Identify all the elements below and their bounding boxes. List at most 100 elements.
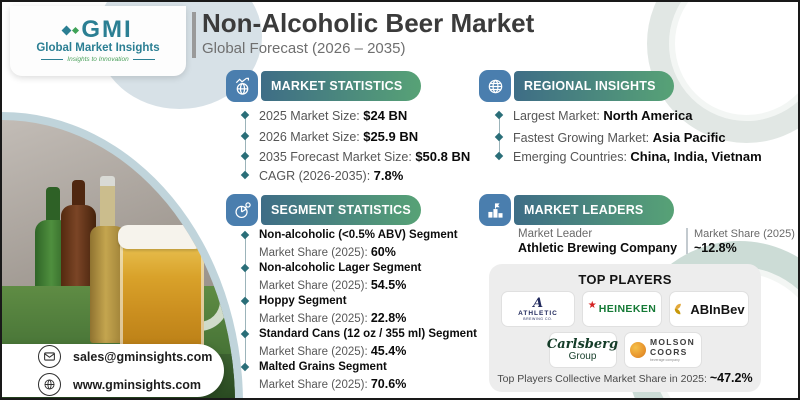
segment-share-value: 22.8% (370, 310, 407, 325)
beer-foam (118, 225, 204, 249)
bullet-diamond (240, 362, 250, 372)
abinbev-leaf-icon (675, 303, 682, 315)
segment-name: Non-alcoholic Lager Segment (259, 262, 422, 274)
bottle-neck (72, 180, 85, 208)
contact-email-row[interactable]: sales@gminsights.com (38, 345, 224, 368)
region-item: Emerging Countries: China, India, Vietna… (513, 149, 762, 164)
segment-name: Malted Grains Segment (259, 361, 387, 373)
globe-chart-icon (226, 70, 258, 102)
contact-website[interactable]: www.gminsights.com (73, 377, 202, 392)
carlsberg-subtext: Group (568, 351, 597, 362)
segment-name: Standard Cans (12 oz / 355 ml) Segment (259, 328, 477, 340)
gmi-tagline-row: Insights to Innovation (41, 56, 155, 63)
region-label: Fastest Growing Market: (513, 131, 653, 145)
segment-item: Hoppy Segment Market Share (2025): 22.8% (259, 293, 406, 327)
globe-icon (479, 70, 511, 102)
region-label: Largest Market: (513, 109, 604, 123)
bullet-diamond (240, 151, 250, 161)
gmi-diamond-icon (72, 26, 80, 34)
segment-share-value: 45.4% (370, 343, 407, 358)
stat-item: 2035 Forecast Market Size: $50.8 BN (259, 149, 470, 164)
region-value: Asia Pacific (652, 130, 726, 145)
bullet-diamond (240, 296, 250, 306)
region-item: Largest Market: North America (513, 108, 692, 123)
bottle-body (90, 226, 125, 343)
page-title: Non-Alcoholic Beer Market (202, 8, 535, 38)
bullet-diamond (240, 263, 250, 273)
segment-statistics-header: SEGMENT STATISTICS (226, 194, 421, 226)
stat-label: 2035 Forecast Market Size: (259, 150, 416, 164)
top-players-row: Carlsberg Group MOLSON COORS beverage co… (489, 332, 761, 368)
region-item: Fastest Growing Market: Asia Pacific (513, 130, 726, 145)
segment-item: Non-alcoholic (<0.5% ABV) Segment Market… (259, 227, 458, 261)
abinbev-logo: ABInBev (669, 291, 749, 327)
market-share-value: ~12.8% (694, 241, 737, 255)
stat-label: 2026 Market Size: (259, 130, 364, 144)
athletic-subtext: BREWING CO. (523, 317, 553, 321)
stat-label: CAGR (2026-2035): (259, 169, 374, 183)
segment-item: Non-alcoholic Lager Segment Market Share… (259, 260, 421, 294)
stat-value: $24 BN (363, 108, 408, 123)
page-subtitle: Global Forecast (2026 – 2035) (202, 40, 406, 57)
bottle-cap (100, 176, 115, 189)
segment-share-label: Market Share (2025): (259, 279, 371, 292)
top-players-row: A ATHLETIC BREWING CO. ★ HEINEKEN ABInBe… (489, 291, 761, 327)
bottle-neck (46, 187, 60, 225)
bullet-diamond (240, 230, 250, 240)
region-label: Emerging Countries: (513, 150, 631, 164)
segment-share-label: Market Share (2025): (259, 312, 371, 325)
segment-share-value: 60% (370, 244, 396, 259)
title-accent-bar (192, 12, 196, 58)
contact-card: sales@gminsights.com www.gminsights.com (2, 344, 224, 397)
heineken-star-icon: ★ (587, 299, 597, 311)
gmi-logo-card: GMI Global Market Insights Insights to I… (10, 6, 186, 76)
region-value: North America (603, 108, 693, 123)
contact-email[interactable]: sales@gminsights.com (73, 349, 213, 364)
stat-item: 2025 Market Size: $24 BN (259, 108, 407, 123)
region-value: China, India, Vietnam (630, 149, 762, 164)
mail-icon (38, 345, 61, 368)
molson-coors-logo: MOLSON COORS beverage company (623, 332, 702, 368)
panel-title-pill: SEGMENT STATISTICS (261, 195, 421, 225)
gmi-logo: GMI (61, 18, 132, 42)
gmi-tagline: Insights to Innovation (67, 56, 129, 63)
leader-divider (686, 228, 688, 254)
bullet-diamond (494, 132, 504, 142)
segment-share-value: 54.5% (370, 277, 407, 292)
market-leader-name: Athletic Brewing Company (518, 241, 678, 255)
tagline-rule (132, 59, 155, 60)
top-players-title: TOP PLAYERS (578, 272, 672, 287)
footer-label: Top Players Collective Market Share in 2… (497, 373, 710, 385)
segment-name: Non-alcoholic (<0.5% ABV) Segment (259, 229, 458, 241)
amber-bottle (90, 176, 125, 343)
panel-title-pill: MARKET LEADERS (514, 195, 674, 225)
segment-item: Standard Cans (12 oz / 355 ml) Segment M… (259, 326, 477, 360)
stat-value: $50.8 BN (415, 149, 471, 164)
market-share-label: Market Share (2025) (694, 228, 795, 240)
pie-chart-magnifier-icon (226, 194, 258, 226)
panel-title-pill: REGIONAL INSIGHTS (514, 71, 674, 101)
beer-mug (116, 225, 232, 359)
top-players-box: TOP PLAYERS A ATHLETIC BREWING CO. ★ HEI… (489, 264, 761, 392)
abinbev-wordmark: ABInBev (690, 301, 745, 317)
globe-web-icon (38, 373, 61, 396)
regional-insights-header: REGIONAL INSIGHTS (479, 70, 674, 102)
mug-handle (190, 251, 229, 331)
podium-icon (479, 194, 511, 226)
bullet-diamond (494, 151, 504, 161)
molson-subtext: beverage company (649, 357, 680, 362)
segment-share-label: Market Share (2025): (259, 378, 371, 391)
contact-website-row[interactable]: www.gminsights.com (38, 373, 224, 396)
bottle-neck (100, 186, 115, 230)
bullet-diamond (240, 131, 250, 141)
carlsberg-wordmark: Carlsberg (546, 337, 619, 352)
market-statistics-header: MARKET STATISTICS (226, 70, 421, 102)
segment-item: Malted Grains Segment Market Share (2025… (259, 359, 406, 393)
market-leader-label: Market Leader (518, 228, 593, 240)
stat-value: $25.9 BN (363, 129, 419, 144)
segment-name: Hoppy Segment (259, 295, 347, 307)
tagline-rule (41, 59, 64, 60)
stat-item: 2026 Market Size: $25.9 BN (259, 129, 418, 144)
bullet-diamond (240, 329, 250, 339)
